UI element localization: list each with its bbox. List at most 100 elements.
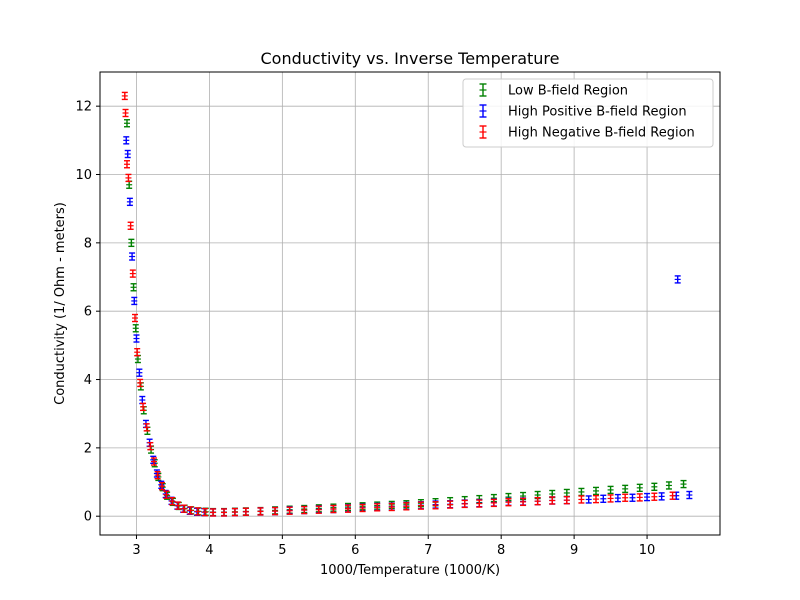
data-point [549,496,556,505]
data-point [622,493,629,502]
data-point [563,495,570,505]
legend-marker [479,104,487,118]
data-point [272,506,279,516]
data-point [658,492,665,501]
data-point [585,495,592,504]
data-point [134,347,141,357]
data-point [159,481,165,491]
data-point [301,505,308,515]
data-point [417,501,424,510]
data-point [125,173,132,183]
plot-area [121,91,693,517]
data-point [330,504,337,514]
data-point [147,441,154,451]
data-point [447,500,454,509]
data-point [123,119,130,128]
data-point [607,494,614,503]
data-point [202,507,209,517]
y-tick-label: 8 [84,236,92,251]
data-point [133,334,140,343]
data-point [345,504,351,513]
legend-marker [479,83,487,97]
data-point [674,275,681,284]
data-point [143,423,150,432]
data-point [154,471,161,480]
data-point [136,368,143,377]
data-point [388,502,395,512]
data-point [129,252,136,261]
data-point [461,499,468,509]
data-point [686,490,693,500]
x-tick-label: 10 [639,543,656,558]
data-point [374,503,381,512]
axes-frame [99,71,721,536]
data-point [534,496,541,506]
data-point [286,506,293,515]
data-point [127,221,134,230]
x-tick-label: 9 [570,543,578,558]
data-point [644,492,651,502]
x-axis: 3 4 5 6 7 8 9 10 [132,535,655,558]
y-axis-label: Conductivity (1/ Ohm - meters) [53,202,68,405]
data-point [175,501,182,510]
data-point [403,502,410,511]
data-point [607,485,614,495]
x-tick-label: 7 [424,543,432,558]
y-axis: 0 2 4 6 8 10 12 [75,100,100,525]
data-point [231,507,238,517]
data-point [130,283,137,292]
y-tick-label: 12 [75,100,92,115]
data-point [194,507,201,516]
data-point [128,238,135,248]
data-point [593,486,599,496]
x-axis-label: 1000/Temperature (1000/K) [320,563,500,578]
data-point [490,498,497,508]
legend-marker [479,125,487,139]
data-point [132,313,139,323]
data-point [150,455,157,465]
data-point [126,197,133,207]
legend-box [462,78,714,148]
data-point [122,108,129,118]
legend-label: Low B-field Region [508,84,628,99]
data-point [636,493,643,502]
data-point [315,505,322,514]
x-tick-label: 3 [132,543,140,558]
data-point [520,497,527,507]
data-point [600,494,607,503]
data-point [432,501,439,510]
data-point [221,508,227,517]
data-point [636,483,643,493]
data-point [651,492,658,501]
data-point [614,493,621,503]
data-point [187,506,194,515]
data-point [140,402,147,412]
data-point [578,495,585,504]
series-3 [121,91,676,517]
data-point [132,324,139,333]
y-tick-label: 2 [84,441,92,456]
legend-label: High Negative B-field Region [508,126,695,141]
data-point [150,457,157,466]
y-tick-label: 0 [84,510,92,525]
data-point [359,503,366,513]
data-point [669,491,676,500]
data-point [123,160,130,169]
data-point [163,490,170,499]
legend: Low B-field Region High Positive B-field … [462,78,714,148]
y-tick-label: 6 [84,305,92,320]
data-point [563,488,570,498]
data-point [129,269,136,278]
data-point [257,507,264,516]
data-point [153,469,160,478]
data-point [505,497,512,507]
data-point [622,484,629,494]
data-point [180,504,187,513]
data-point [124,149,131,159]
x-tick-label: 6 [351,543,359,558]
data-point [242,507,249,516]
data-point [210,508,217,517]
x-tick-label: 4 [205,543,213,558]
x-tick-label: 8 [497,543,505,558]
